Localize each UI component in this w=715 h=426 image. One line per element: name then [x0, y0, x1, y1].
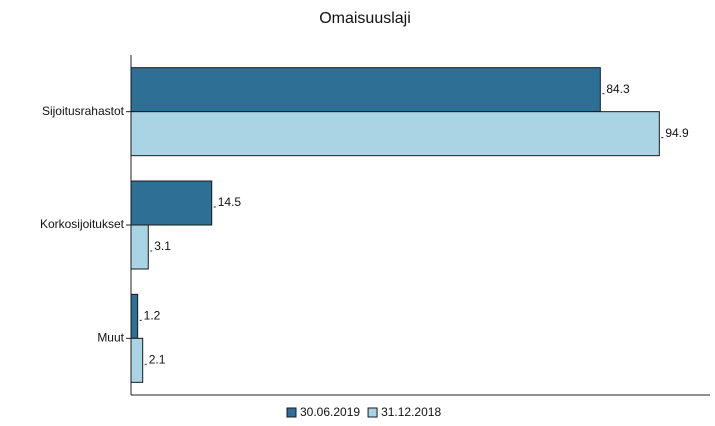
bar — [130, 337, 144, 383]
y-tick-label: Sijoitusrahastot — [42, 104, 125, 118]
bar — [130, 111, 660, 157]
legend-label: 31.12.2018 — [381, 405, 441, 419]
y-tick-label: Muut — [97, 331, 124, 345]
chart-title: Omaisuuslaji — [319, 10, 411, 27]
data-label: 2.1 — [149, 353, 166, 367]
legend-swatch — [367, 407, 378, 418]
y-tick-label: Korkosijoitukset — [40, 217, 125, 231]
legend-label: 30.06.2019 — [300, 405, 360, 419]
legend-swatch — [286, 407, 297, 418]
bar — [130, 224, 149, 270]
data-label: 94.9 — [665, 126, 689, 140]
data-label: 14.5 — [218, 195, 242, 209]
data-label: 84.3 — [606, 82, 630, 96]
bar — [130, 293, 139, 339]
data-label: 1.2 — [144, 309, 161, 323]
bar — [130, 67, 601, 113]
bar — [130, 180, 213, 226]
data-label: 3.1 — [154, 239, 171, 253]
